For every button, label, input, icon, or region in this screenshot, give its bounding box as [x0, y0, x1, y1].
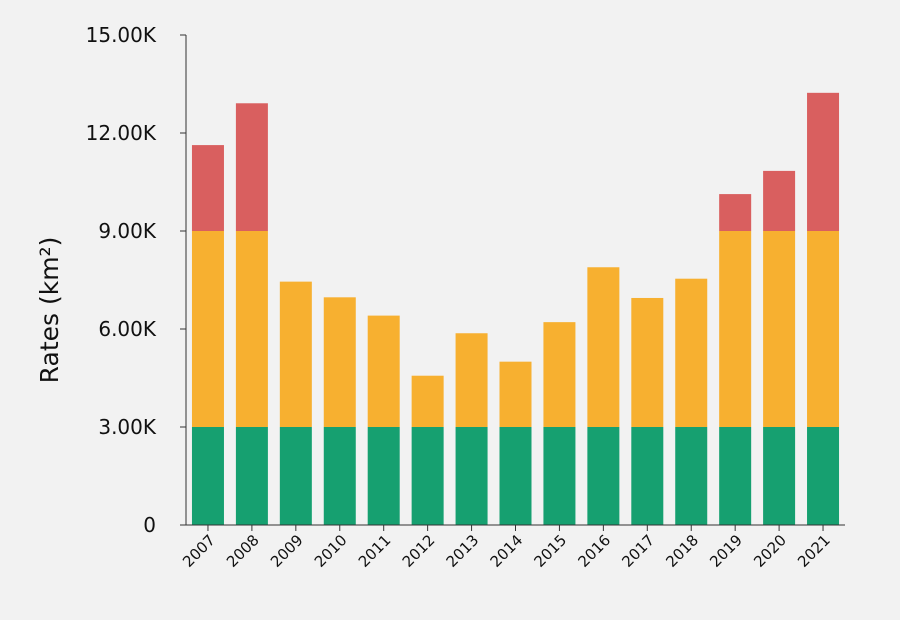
- bar-segment: [763, 427, 796, 525]
- bar-segment: [235, 231, 268, 427]
- x-tick-label: 2015: [531, 531, 571, 571]
- bar-segment: [499, 427, 532, 525]
- y-tick-label: 0: [143, 513, 156, 537]
- bar-segment: [235, 103, 268, 231]
- x-tick-label: 2018: [662, 531, 702, 571]
- y-tick-label: 3.00K: [98, 415, 157, 439]
- x-tick-label: 2016: [574, 531, 614, 571]
- bar-segment: [631, 427, 664, 525]
- x-tick-label: 2013: [443, 531, 483, 571]
- bar-segment: [191, 427, 224, 525]
- bar-segment: [587, 427, 620, 525]
- bar-segment: [807, 231, 840, 427]
- y-tick-label: 6.00K: [98, 317, 157, 341]
- bar-segment: [719, 194, 752, 231]
- bar-segment: [807, 427, 840, 525]
- bar-segment: [499, 361, 532, 427]
- y-axis-ticks: 0 3.00K 6.00K 9.00K 12.00K 15.00K: [86, 23, 186, 537]
- bars: [191, 92, 840, 525]
- x-axis-ticks: 2007 2008 2009 2010 2011 2012 2013 2014 2015 2016…: [179, 525, 834, 571]
- bar-segment: [675, 427, 708, 525]
- bar-segment: [411, 427, 444, 525]
- x-tick-label: 2012: [399, 531, 439, 571]
- bar-segment: [455, 427, 488, 525]
- y-tick-label: 15.00K: [86, 23, 157, 47]
- bar-segment: [235, 427, 268, 525]
- bar-segment: [367, 427, 400, 525]
- bar-segment: [543, 427, 576, 525]
- bar-segment: [675, 278, 708, 427]
- x-tick-label: 2007: [179, 531, 219, 571]
- bar-segment: [807, 92, 840, 231]
- x-tick-label: 2019: [706, 531, 746, 571]
- x-tick-label: 2020: [750, 531, 790, 571]
- bar-segment: [587, 267, 620, 427]
- bar-segment: [411, 375, 444, 427]
- bar-segment: [719, 231, 752, 427]
- bar-segment: [279, 281, 312, 427]
- y-axis-label: Rates (km²): [35, 237, 64, 384]
- bar-segment: [763, 231, 796, 427]
- bar-segment: [719, 427, 752, 525]
- x-tick-label: 2009: [267, 531, 307, 571]
- bar-segment: [323, 427, 356, 525]
- y-tick-label: 9.00K: [98, 219, 157, 243]
- bar-segment: [191, 231, 224, 427]
- x-tick-label: 2008: [223, 531, 263, 571]
- x-tick-label: 2017: [618, 531, 658, 571]
- y-tick-label: 12.00K: [86, 121, 157, 145]
- x-tick-label: 2011: [355, 531, 395, 571]
- bar-segment: [455, 333, 488, 427]
- x-tick-label: 2014: [487, 531, 527, 571]
- x-tick-label: 2010: [311, 531, 351, 571]
- bar-segment: [763, 170, 796, 231]
- bar-segment: [543, 322, 576, 427]
- x-tick-label: 2021: [794, 531, 834, 571]
- bar-segment: [191, 145, 224, 231]
- bar-segment: [367, 315, 400, 427]
- bar-segment: [631, 297, 664, 427]
- bar-segment: [279, 427, 312, 525]
- bar-segment: [323, 297, 356, 427]
